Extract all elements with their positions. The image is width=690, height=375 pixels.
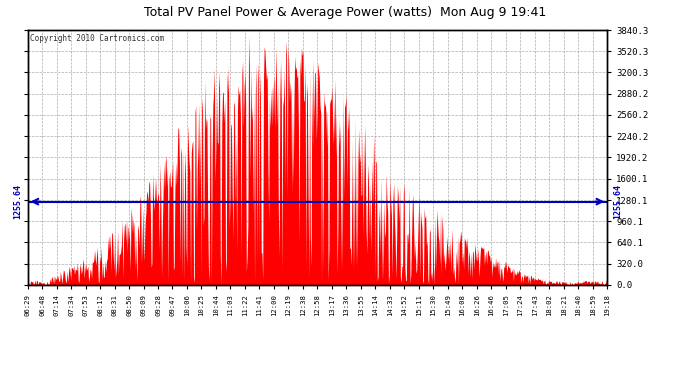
Text: 1255.64: 1255.64	[613, 184, 622, 219]
Text: Total PV Panel Power & Average Power (watts)  Mon Aug 9 19:41: Total PV Panel Power & Average Power (wa…	[144, 6, 546, 19]
Text: Copyright 2010 Cartronics.com: Copyright 2010 Cartronics.com	[30, 34, 165, 43]
Text: 1255.64: 1255.64	[13, 184, 22, 219]
